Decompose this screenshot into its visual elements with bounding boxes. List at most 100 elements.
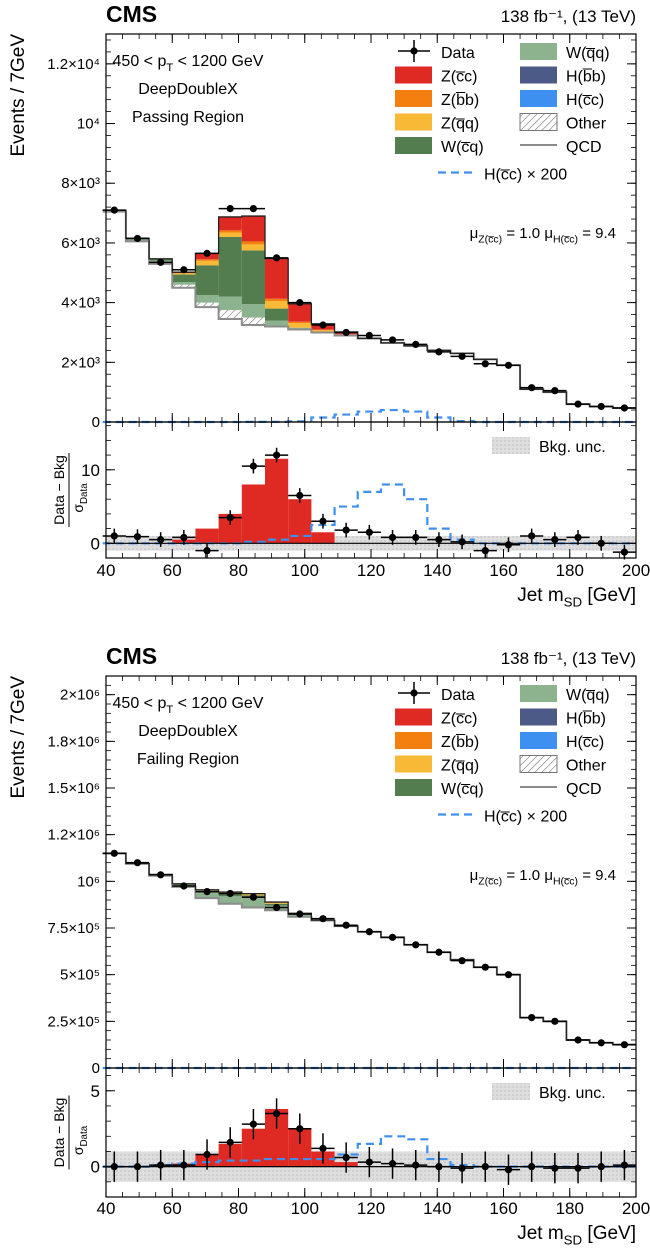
- y-tick-label: 7.5×10⁵: [47, 920, 100, 937]
- y-tick-label: 10⁴: [77, 116, 100, 133]
- ratio-ylabel-den-part: σ: [70, 504, 86, 513]
- legend-label: Z(b̅b): [441, 91, 479, 109]
- x-tick-label: 180: [556, 1199, 584, 1218]
- data-point: [574, 1036, 582, 1044]
- x-axis-label: Jet mSD [GeV]: [517, 585, 636, 610]
- legend-label: QCD: [566, 781, 602, 798]
- x-axis-label-part: Jet m: [517, 585, 563, 606]
- ratio-point: [574, 1164, 582, 1172]
- mu-fit-label-part: H(c̅c): [553, 234, 578, 246]
- lumi-label: 138 fb⁻¹, (13 TeV): [501, 649, 636, 668]
- region-label: Failing Region: [137, 751, 239, 768]
- x-tick-label: 80: [229, 561, 248, 580]
- data-point: [481, 963, 489, 971]
- legend-swatch: [520, 90, 557, 107]
- data-point: [388, 336, 397, 344]
- ratio-point: [435, 536, 443, 544]
- legend-label: Other: [566, 758, 607, 775]
- ratio-point: [412, 1161, 420, 1169]
- bar-wcq: [265, 308, 289, 321]
- x-tick-label: 80: [229, 1199, 248, 1218]
- ratio-point: [365, 528, 373, 536]
- ratio-point: [342, 526, 350, 534]
- legend-unc-swatch: [492, 1083, 530, 1100]
- mu-fit-label: μZ(c̅c) = 1.0 μH(c̅c) = 9.4: [470, 867, 616, 888]
- chart-panel-passing: 0 2×10³ 4×10³ 6×10³ 8×10³ 10⁴ 1.2×10⁴ 0 10 40 60 80…: [0, 0, 650, 612]
- bar-wqq: [218, 896, 242, 904]
- data-point: [157, 871, 165, 879]
- data-point: [249, 205, 258, 213]
- ratio-point: [226, 513, 234, 522]
- legend-label: W(c̅q): [441, 781, 484, 798]
- data-point: [597, 1039, 605, 1047]
- legend-label: H(c̅c): [566, 734, 604, 751]
- bar-zcc: [218, 216, 242, 231]
- y-tick-label: 8×10³: [61, 175, 100, 192]
- data-point: [435, 948, 443, 956]
- data-point: [226, 205, 234, 213]
- y-tick-label: 10⁶: [77, 873, 100, 890]
- ratio-y-tick-label: 5: [91, 1082, 100, 1101]
- y-tick-label: 4×10³: [61, 295, 100, 312]
- legend-swatch: [395, 708, 432, 726]
- x-axis-label-part: [GeV]: [582, 1223, 636, 1244]
- ratio-point: [551, 1164, 559, 1172]
- legend-unc-label: Bkg. unc.: [539, 1085, 606, 1102]
- y-tick-label: 1.8×10⁶: [48, 733, 100, 750]
- ratio-point: [388, 533, 397, 542]
- bar-other: [172, 284, 196, 288]
- x-tick-label: 120: [357, 1199, 385, 1218]
- y-tick-label: 2×10³: [61, 354, 100, 371]
- legend-swatch-hatch: [519, 113, 558, 131]
- data-point: [528, 1014, 536, 1022]
- legend-data-marker-dot: [410, 689, 418, 697]
- legend-unc-label: Bkg. unc.: [539, 439, 606, 456]
- ratio-point: [296, 491, 304, 500]
- tagger-label: DeepDoubleX: [138, 81, 238, 98]
- legend-data-marker-dot: [410, 47, 418, 55]
- legend-swatch: [395, 755, 432, 773]
- x-tick-label: 40: [97, 561, 116, 580]
- ratio-point: [551, 536, 559, 544]
- ratio-ylabel-den-part: Data: [79, 1125, 90, 1146]
- x-tick-label: 140: [423, 1199, 451, 1218]
- legend-swatch: [395, 137, 432, 154]
- ratio-point: [133, 1163, 142, 1171]
- ratio-zcc-bar: [241, 484, 265, 544]
- ratio-point: [574, 533, 582, 542]
- bar-other: [218, 310, 242, 320]
- bar-zbb: [265, 298, 289, 302]
- legend-swatch: [395, 779, 432, 796]
- ratio-y-tick-label: 0: [91, 1158, 100, 1177]
- legend-label: Data: [441, 45, 475, 62]
- data-point: [157, 258, 165, 266]
- mu-fit-label-part: Z(c̅c): [478, 234, 502, 246]
- ratio-point: [272, 1109, 281, 1118]
- legend-swatch: [520, 43, 557, 60]
- x-tick-label: 100: [291, 561, 319, 580]
- ratio-point: [412, 533, 420, 542]
- pt-range-label-part: < 1200 GeV: [173, 695, 264, 712]
- legend-label: H(c̅c) × 200: [484, 167, 567, 184]
- ratio-ylabel-den: σData: [70, 483, 90, 513]
- ratio-point: [620, 548, 629, 556]
- ratio-point: [157, 1161, 165, 1169]
- bar-wqq: [241, 898, 265, 908]
- mu-fit-label-part: μ: [470, 867, 479, 884]
- x-tick-label: 140: [423, 561, 451, 580]
- bar-zqq: [288, 323, 312, 328]
- ratio-point: [110, 532, 118, 540]
- pt-range-label: 450 < pT < 1200 GeV: [113, 53, 264, 74]
- data-point: [528, 384, 536, 392]
- mu-fit-label-part: μ: [544, 867, 553, 884]
- y-tick-label: 6×10³: [61, 235, 100, 252]
- ratio-point: [203, 1150, 211, 1159]
- bar-other: [241, 317, 265, 325]
- ratio-point: [481, 547, 489, 555]
- x-axis-label-part: Jet m: [517, 1223, 563, 1244]
- data-point: [551, 1017, 559, 1025]
- data-point: [272, 903, 281, 912]
- x-tick-label: 160: [489, 1199, 517, 1218]
- ratio-point: [481, 1163, 489, 1171]
- mu-fit-label-part: = 1.0: [502, 225, 544, 242]
